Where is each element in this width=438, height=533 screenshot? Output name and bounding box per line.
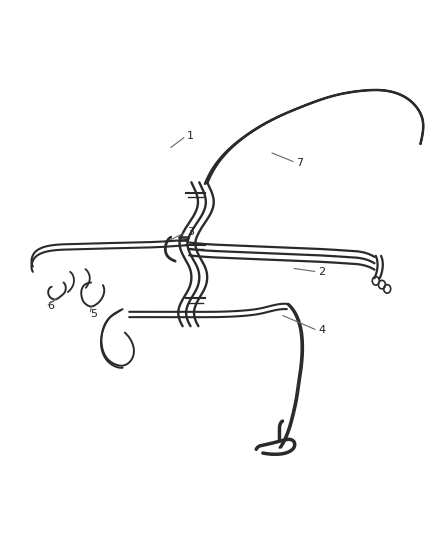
Text: 5: 5: [91, 310, 98, 319]
Text: 7: 7: [297, 158, 304, 167]
Text: 1: 1: [187, 131, 194, 141]
Text: 2: 2: [318, 267, 325, 277]
Text: 4: 4: [318, 326, 325, 335]
Text: 3: 3: [187, 227, 194, 237]
Text: 6: 6: [47, 302, 54, 311]
